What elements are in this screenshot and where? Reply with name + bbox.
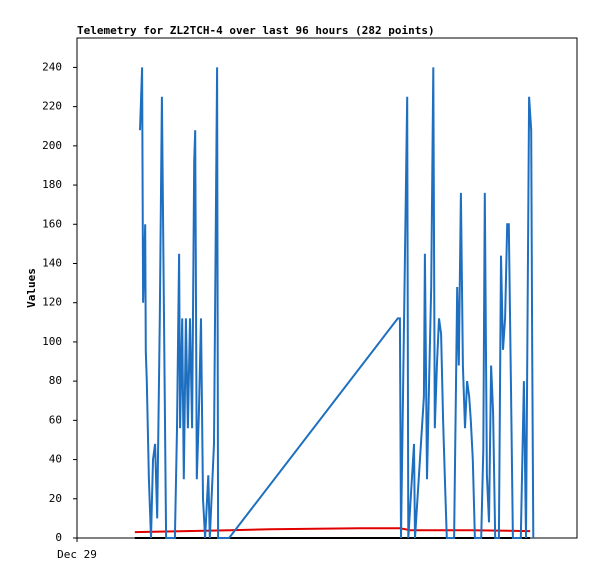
y-tick-label: 200 [42, 139, 62, 152]
y-tick-label: 80 [49, 374, 62, 387]
y-tick-label: 140 [42, 256, 62, 269]
y-axis-label: Values [25, 268, 38, 308]
y-tick-label: 40 [49, 453, 62, 466]
y-tick-label: 220 [42, 100, 62, 113]
y-tick-label: 60 [49, 413, 62, 426]
x-tick-label: Dec 29 [57, 548, 97, 561]
y-tick-label: 20 [49, 492, 62, 505]
chart-title: Telemetry for ZL2TCH-4 over last 96 hour… [77, 24, 435, 37]
y-tick-label: 240 [42, 60, 62, 73]
y-tick-label: 100 [42, 335, 62, 348]
series-line [139, 67, 535, 539]
y-tick-label: 160 [42, 217, 62, 230]
series-line [134, 527, 531, 534]
y-tick-label: 0 [55, 531, 62, 544]
y-tick-label: 120 [42, 296, 62, 309]
y-tick-label: 180 [42, 178, 62, 191]
